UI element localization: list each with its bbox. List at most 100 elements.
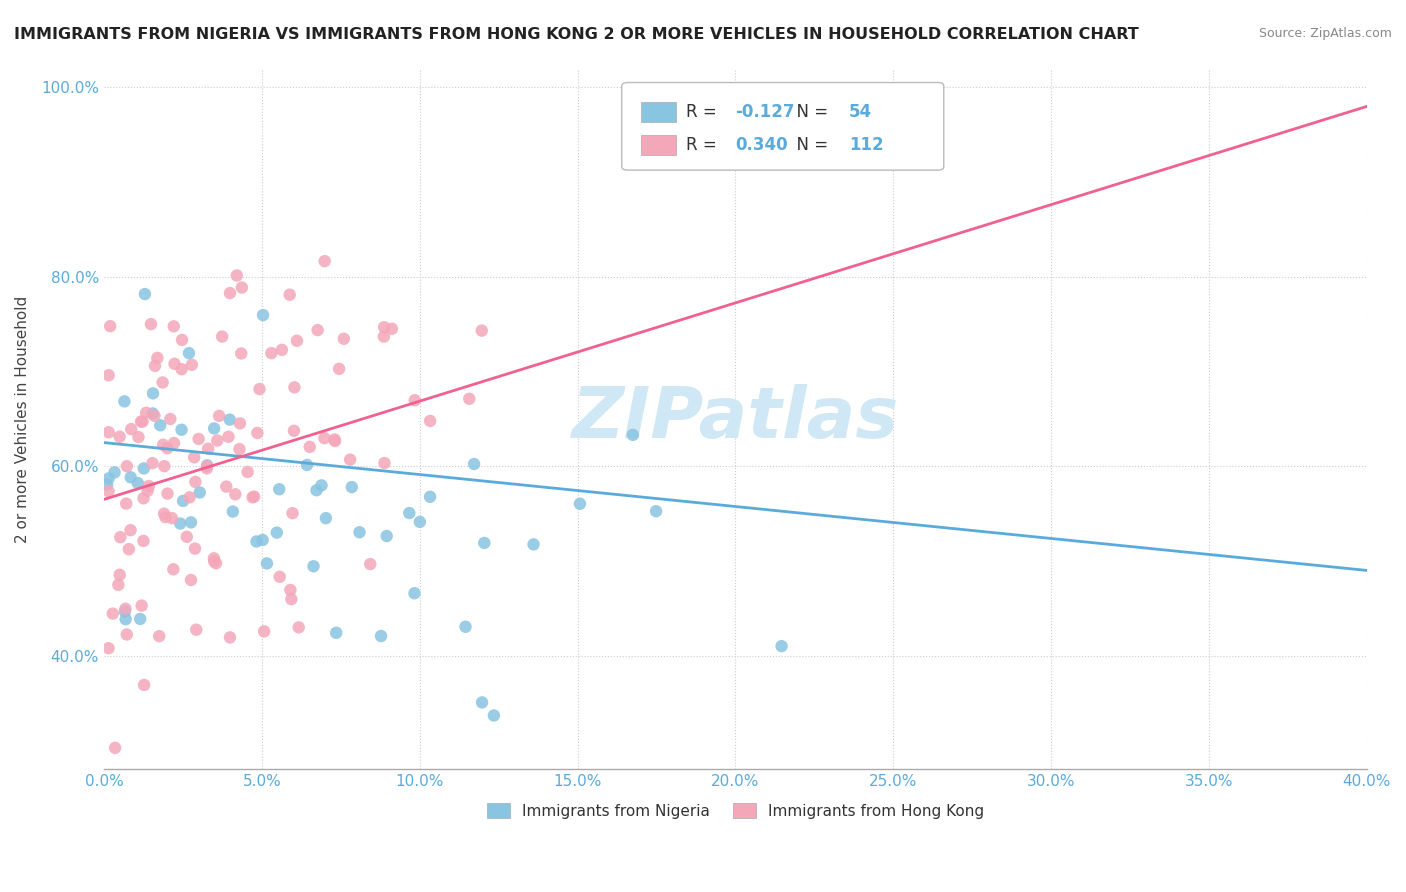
Point <box>120 523 142 537</box>
Point <box>202 421 225 435</box>
Point <box>253 624 276 639</box>
Point <box>195 459 218 474</box>
Point <box>256 557 278 571</box>
Point <box>252 533 274 547</box>
FancyBboxPatch shape <box>621 83 943 170</box>
Point <box>139 317 162 331</box>
Point <box>115 627 138 641</box>
Point <box>398 506 420 520</box>
Point <box>409 515 432 529</box>
Point <box>97 484 120 499</box>
Point <box>325 625 347 640</box>
Point <box>187 432 209 446</box>
Point <box>184 475 207 489</box>
Point <box>645 504 668 518</box>
Point <box>115 497 138 511</box>
Point <box>163 319 186 334</box>
Point <box>269 570 291 584</box>
Point <box>471 324 494 338</box>
Point <box>160 511 183 525</box>
Point <box>217 430 239 444</box>
Text: 0.340: 0.340 <box>735 136 787 154</box>
Point <box>419 490 441 504</box>
Point <box>339 452 361 467</box>
Point <box>281 506 304 520</box>
Point <box>340 480 363 494</box>
Point <box>128 430 150 444</box>
Point <box>97 471 120 485</box>
Text: IMMIGRANTS FROM NIGERIA VS IMMIGRANTS FROM HONG KONG 2 OR MORE VEHICLES IN HOUSE: IMMIGRANTS FROM NIGERIA VS IMMIGRANTS FR… <box>14 27 1139 42</box>
Text: N =: N = <box>786 103 834 121</box>
Point <box>246 425 269 440</box>
Point <box>375 529 398 543</box>
Point <box>202 554 225 568</box>
Point <box>225 268 247 283</box>
Point <box>138 479 160 493</box>
Point <box>114 601 136 615</box>
Point <box>180 516 202 530</box>
Point <box>114 605 136 619</box>
Point <box>132 533 155 548</box>
Point <box>370 629 392 643</box>
Point <box>163 436 186 450</box>
Point <box>97 641 120 656</box>
Text: Source: ZipAtlas.com: Source: ZipAtlas.com <box>1258 27 1392 40</box>
Point <box>146 351 169 365</box>
Point <box>218 412 240 426</box>
Point <box>315 511 337 525</box>
Point <box>404 586 426 600</box>
Point <box>231 346 253 360</box>
Point <box>172 494 194 508</box>
Point <box>328 361 350 376</box>
Point <box>280 592 302 607</box>
Point <box>215 480 238 494</box>
Point <box>135 406 157 420</box>
Point <box>115 459 138 474</box>
Point <box>179 491 201 505</box>
Point <box>249 382 271 396</box>
Point <box>98 319 121 334</box>
Point <box>141 456 163 470</box>
Point <box>323 433 346 447</box>
Point <box>114 612 136 626</box>
Point <box>156 442 179 456</box>
Point <box>195 458 218 473</box>
Point <box>269 482 291 496</box>
Point <box>373 320 395 334</box>
Text: -0.127: -0.127 <box>735 103 794 121</box>
Point <box>129 415 152 429</box>
Point <box>97 425 120 440</box>
Point <box>195 461 218 475</box>
Point <box>229 417 252 431</box>
Point <box>252 308 274 322</box>
Point <box>156 486 179 500</box>
Point <box>180 358 202 372</box>
Text: 54: 54 <box>849 103 872 121</box>
Point <box>314 431 336 445</box>
Point <box>148 629 170 643</box>
Point <box>307 323 329 337</box>
Point <box>287 620 309 634</box>
Point <box>621 427 644 442</box>
Point <box>349 525 371 540</box>
Point <box>197 442 219 456</box>
Point <box>243 490 266 504</box>
Point <box>283 424 305 438</box>
Point <box>152 438 174 452</box>
Point <box>311 478 333 492</box>
Point <box>222 505 245 519</box>
Point <box>211 329 233 343</box>
Point <box>373 329 395 343</box>
Point <box>295 458 318 472</box>
Point <box>108 430 131 444</box>
Point <box>266 525 288 540</box>
Point <box>163 357 186 371</box>
Point <box>118 542 141 557</box>
Point <box>169 516 191 531</box>
Point <box>134 287 156 301</box>
Point <box>170 362 193 376</box>
Point <box>482 708 505 723</box>
Point <box>170 423 193 437</box>
Point <box>373 456 395 470</box>
Point <box>96 477 118 491</box>
